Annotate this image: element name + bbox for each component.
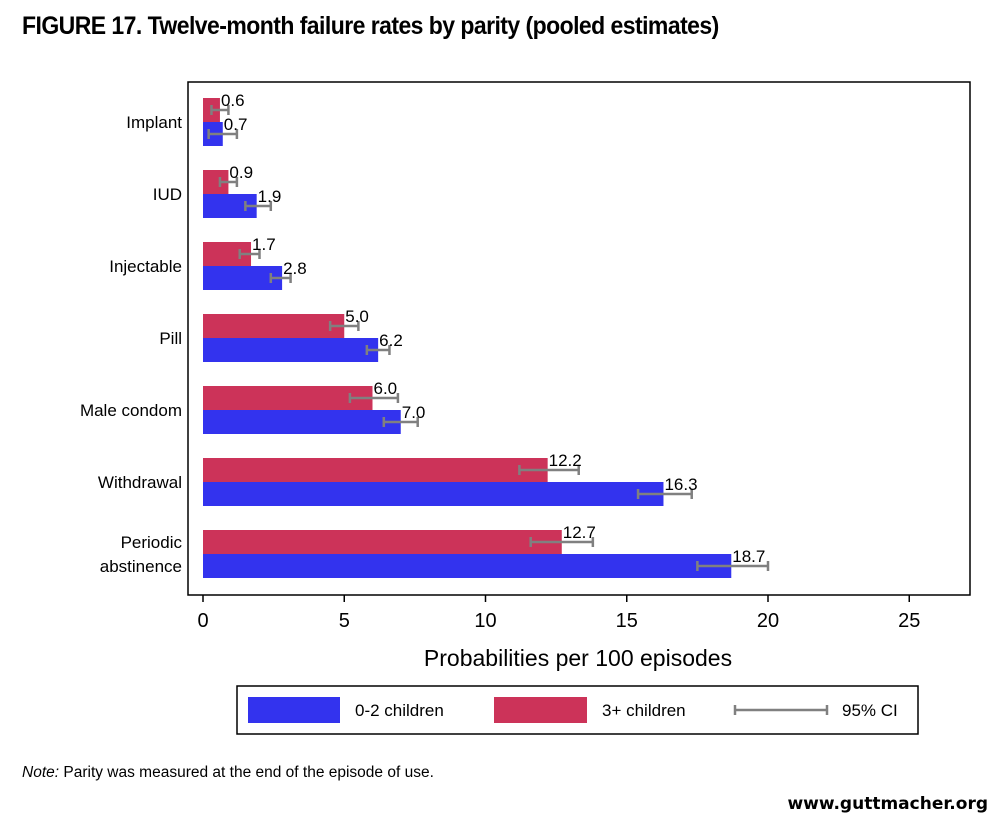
category-label: Injectable — [109, 257, 182, 276]
category-label: IUD — [153, 185, 182, 204]
x-tick-label: 15 — [616, 610, 638, 632]
figure-title: FIGURE 17. Twelve-month failure rates by… — [22, 12, 719, 40]
data-label: 6.2 — [379, 331, 403, 350]
bar — [203, 266, 283, 290]
plot-frame — [187, 81, 971, 596]
data-label: 0.7 — [224, 115, 248, 134]
legend-swatch-0-2 — [248, 697, 340, 723]
category-label: Male condom — [80, 401, 182, 420]
bar — [203, 314, 345, 338]
data-label: 12.7 — [563, 523, 596, 542]
legend-label-ci: 95% CI — [842, 701, 898, 720]
x-tick-label: 5 — [339, 610, 350, 632]
legend-swatch-3plus — [494, 697, 587, 723]
bar — [203, 482, 664, 506]
legend-label-0-2: 0-2 children — [355, 701, 444, 720]
bar — [203, 386, 373, 410]
note-label: Note: — [22, 764, 60, 781]
data-label: 1.9 — [258, 187, 282, 206]
bar — [203, 338, 379, 362]
data-label: 6.0 — [374, 379, 398, 398]
data-label: 18.7 — [732, 547, 765, 566]
category-label: Withdrawal — [98, 473, 182, 492]
data-label: 5.0 — [345, 307, 369, 326]
note: Note: Parity was measured at the end of … — [22, 764, 434, 782]
legend-label-3plus: 3+ children — [602, 701, 686, 720]
data-label: 0.9 — [229, 163, 253, 182]
category-label: abstinence — [100, 557, 182, 576]
data-label: 7.0 — [402, 403, 426, 422]
x-tick-label: 10 — [474, 610, 496, 632]
bar — [203, 554, 732, 578]
data-label: 1.7 — [252, 235, 276, 254]
data-label: 16.3 — [664, 475, 697, 494]
data-label: 12.2 — [549, 451, 582, 470]
data-label: 0.6 — [221, 91, 245, 110]
x-axis-label: Probabilities per 100 episodes — [424, 645, 732, 671]
category-label: Implant — [126, 113, 182, 132]
bar — [203, 458, 548, 482]
bar — [203, 530, 562, 554]
note-text: Parity was measured at the end of the ep… — [63, 764, 434, 781]
source-url: www.guttmacher.org — [787, 794, 988, 814]
bar — [203, 410, 401, 434]
x-tick-label: 20 — [757, 610, 779, 632]
x-tick-label: 0 — [197, 610, 208, 632]
category-label: Periodic — [121, 533, 183, 552]
category-label: Pill — [159, 329, 182, 348]
data-label: 2.8 — [283, 259, 307, 278]
x-tick-label: 25 — [898, 610, 920, 632]
